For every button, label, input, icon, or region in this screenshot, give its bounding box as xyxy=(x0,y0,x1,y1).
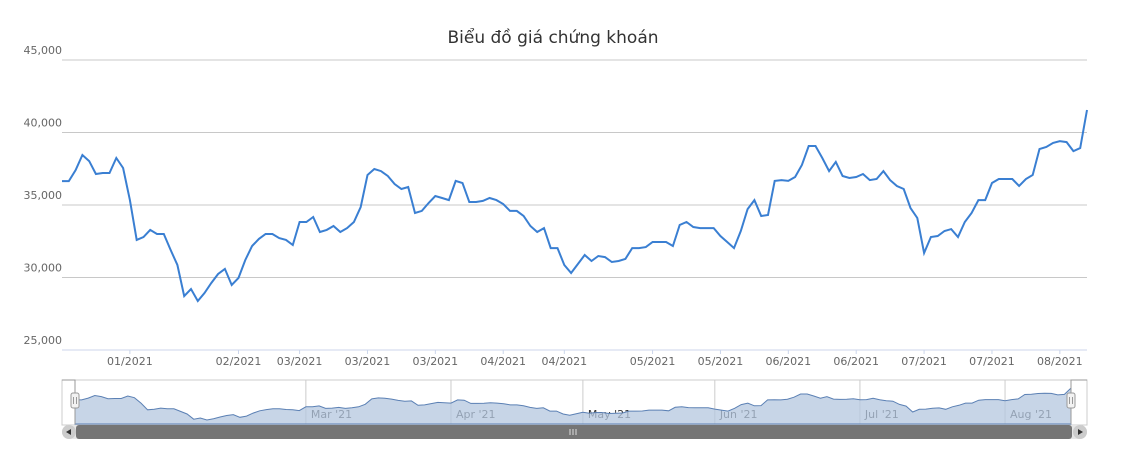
x-tick-label: 04/2021 xyxy=(480,355,526,368)
chart-title: Biểu đồ giá chứng khoán xyxy=(447,27,658,48)
handle-grip xyxy=(1069,397,1073,404)
x-tick-label: 03/2021 xyxy=(412,355,458,368)
navigator-handle[interactable] xyxy=(70,392,80,409)
scrollbar[interactable] xyxy=(62,425,1087,439)
x-tick-label: 08/2021 xyxy=(1037,355,1083,368)
arrow xyxy=(66,429,71,435)
y-tick-label: 45,000 xyxy=(24,44,63,57)
x-tick-label: 07/2021 xyxy=(969,355,1015,368)
scrollbar-thumb[interactable] xyxy=(76,425,1072,439)
x-tick-label: 07/2021 xyxy=(901,355,947,368)
navigator-outline xyxy=(62,379,1087,424)
y-tick-label: 35,000 xyxy=(24,189,63,202)
x-tick-label: 05/2021 xyxy=(698,355,744,368)
x-tick-label: 06/2021 xyxy=(765,355,811,368)
navigator-area xyxy=(74,386,1072,425)
y-tick-label: 25,000 xyxy=(24,334,63,347)
handle-grip xyxy=(73,397,77,404)
x-tick-label: 04/2021 xyxy=(541,355,587,368)
x-tick-label: 01/2021 xyxy=(107,355,153,368)
price-line xyxy=(62,109,1088,303)
x-tick-label: 03/2021 xyxy=(345,355,391,368)
arrow xyxy=(1078,429,1083,435)
x-tick-label: 03/2021 xyxy=(277,355,323,368)
x-tick-label: 05/2021 xyxy=(630,355,676,368)
x-tick-label: 02/2021 xyxy=(216,355,262,368)
x-tick-label: 06/2021 xyxy=(833,355,879,368)
y-tick-label: 40,000 xyxy=(24,117,63,130)
y-tick-label: 30,000 xyxy=(24,262,63,275)
navigator-handle[interactable] xyxy=(1066,392,1076,409)
grip xyxy=(569,429,577,435)
